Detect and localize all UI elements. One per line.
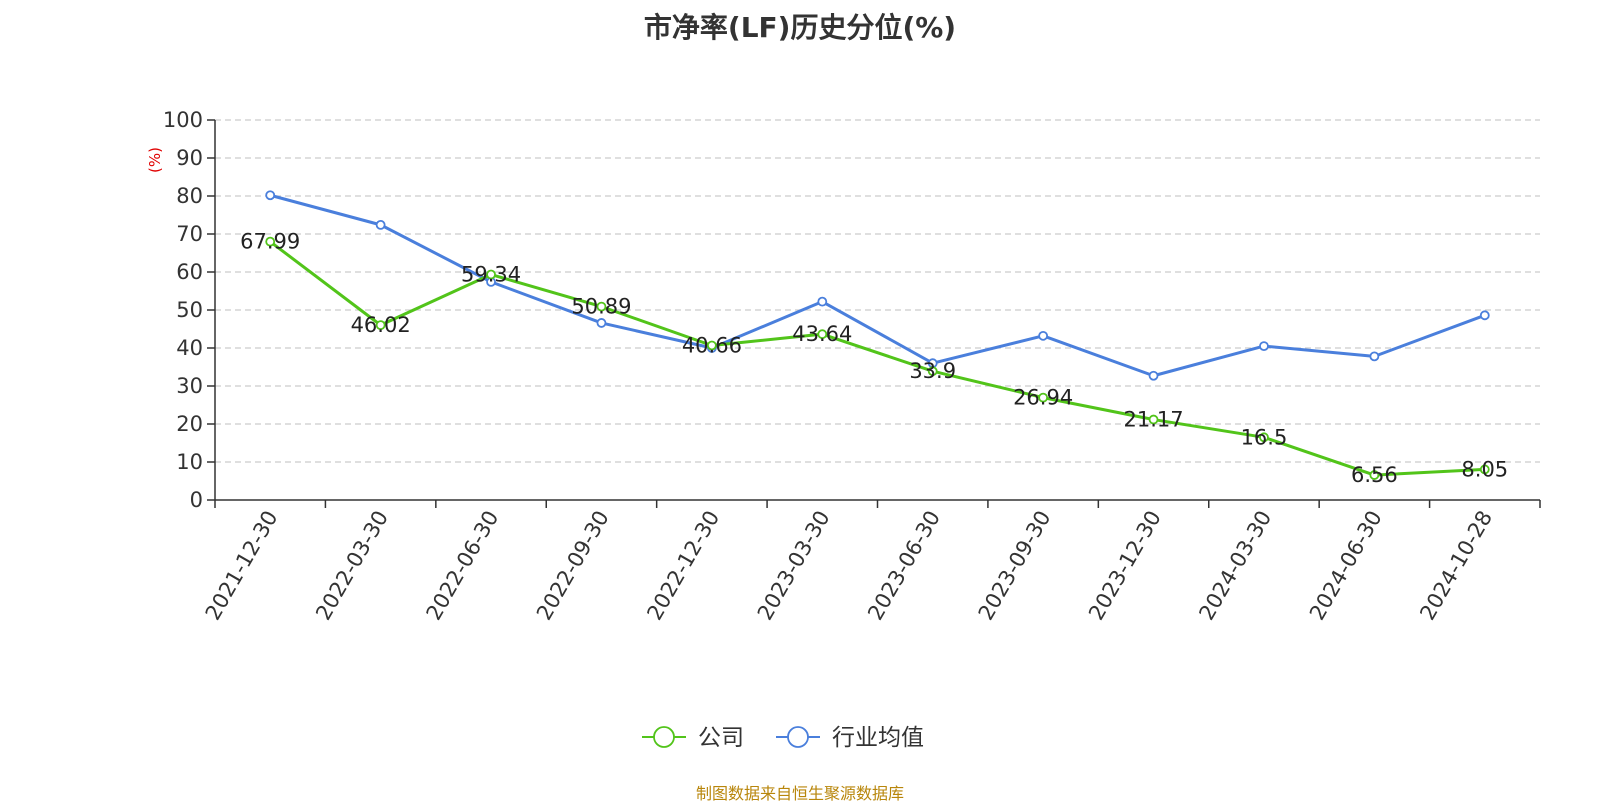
chart-title: 市净率(LF)历史分位(%) bbox=[643, 11, 957, 44]
data-point bbox=[1259, 341, 1269, 352]
y-tick-label: 0 bbox=[190, 488, 203, 512]
legend-marker bbox=[787, 726, 809, 748]
y-tick-label: 40 bbox=[176, 336, 203, 360]
data-point bbox=[927, 366, 938, 377]
data-point bbox=[596, 318, 607, 328]
source-text: 制图数据来自恒生聚源数据库 bbox=[695, 784, 904, 803]
x-tick-label: 2023-03-30 bbox=[753, 507, 835, 625]
data-label: 40.66 bbox=[682, 333, 742, 357]
data-point bbox=[1148, 414, 1159, 425]
x-tick-label: 2022-03-30 bbox=[311, 507, 393, 625]
data-point bbox=[1038, 392, 1049, 403]
x-tick-label: 2023-06-30 bbox=[863, 507, 945, 625]
legend-marker bbox=[653, 726, 675, 748]
y-axis-label: (%) bbox=[146, 147, 164, 173]
y-tick-label: 100 bbox=[163, 108, 203, 132]
series-line bbox=[269, 240, 1485, 477]
x-tick-label: 2022-12-30 bbox=[642, 507, 724, 625]
grid-lines bbox=[215, 119, 1540, 463]
data-point bbox=[1148, 370, 1159, 381]
data-point bbox=[1369, 351, 1380, 362]
data-label: 33.9 bbox=[909, 359, 956, 383]
x-tick-label: 2023-09-30 bbox=[974, 507, 1056, 625]
data-label: 50.89 bbox=[571, 295, 631, 319]
y-tick-label: 80 bbox=[176, 184, 203, 208]
legend-label: 公司 bbox=[698, 725, 744, 751]
data-label: 43.64 bbox=[792, 322, 852, 346]
x-tick-label: 2022-06-30 bbox=[422, 507, 504, 625]
y-tick-label: 10 bbox=[176, 450, 203, 474]
data-point bbox=[817, 329, 828, 340]
data-point bbox=[1259, 432, 1269, 443]
y-tick-label: 60 bbox=[176, 260, 203, 284]
x-tick-label: 2022-09-30 bbox=[532, 507, 614, 625]
legend: 公司 行业均值 bbox=[642, 725, 924, 751]
y-tick-label: 50 bbox=[176, 298, 203, 322]
x-tick-label: 2024-06-30 bbox=[1305, 507, 1387, 625]
legend-label: 行业均值 bbox=[832, 725, 924, 751]
series-lines bbox=[265, 190, 1490, 480]
data-point bbox=[706, 340, 717, 351]
data-point bbox=[375, 219, 386, 230]
data-label: 8.05 bbox=[1461, 457, 1508, 481]
data-point bbox=[375, 320, 386, 331]
data-label: 21.17 bbox=[1123, 408, 1183, 432]
data-point bbox=[596, 301, 607, 312]
data-label: 67.99 bbox=[240, 230, 300, 254]
data-label: 16.5 bbox=[1241, 425, 1288, 449]
x-tick-label: 2023-12-30 bbox=[1084, 507, 1166, 625]
x-tick-label: 2021-12-30 bbox=[201, 507, 283, 625]
y-tick-label: 20 bbox=[176, 412, 203, 436]
data-label: 26.94 bbox=[1013, 386, 1073, 410]
data-label: 6.56 bbox=[1351, 463, 1398, 487]
series-line bbox=[269, 193, 1486, 378]
x-tick-label: 2024-03-30 bbox=[1194, 507, 1276, 625]
data-point bbox=[486, 269, 496, 280]
data-label: 46.02 bbox=[351, 313, 411, 337]
data-point bbox=[1369, 470, 1380, 480]
x-tick-label: 2024-10-28 bbox=[1415, 507, 1497, 625]
data-label: 59.34 bbox=[461, 263, 521, 287]
data-point bbox=[265, 190, 276, 201]
y-tick-label: 70 bbox=[176, 222, 203, 246]
axes: 0 10 20 30 40 50 60 70 80 90 100 (%) 2021-12-30 2022-… bbox=[146, 108, 1541, 625]
data-point bbox=[1479, 464, 1490, 475]
data-point bbox=[1038, 330, 1049, 341]
data-point bbox=[265, 236, 276, 247]
data-point bbox=[817, 296, 828, 307]
data-labels: 67.99 46.02 59.34 50.89 40.66 43.64 33.9 26.94 2… bbox=[240, 230, 1508, 487]
y-tick-label: 30 bbox=[176, 374, 203, 398]
data-point bbox=[1479, 310, 1490, 321]
y-tick-label: 90 bbox=[176, 146, 203, 170]
